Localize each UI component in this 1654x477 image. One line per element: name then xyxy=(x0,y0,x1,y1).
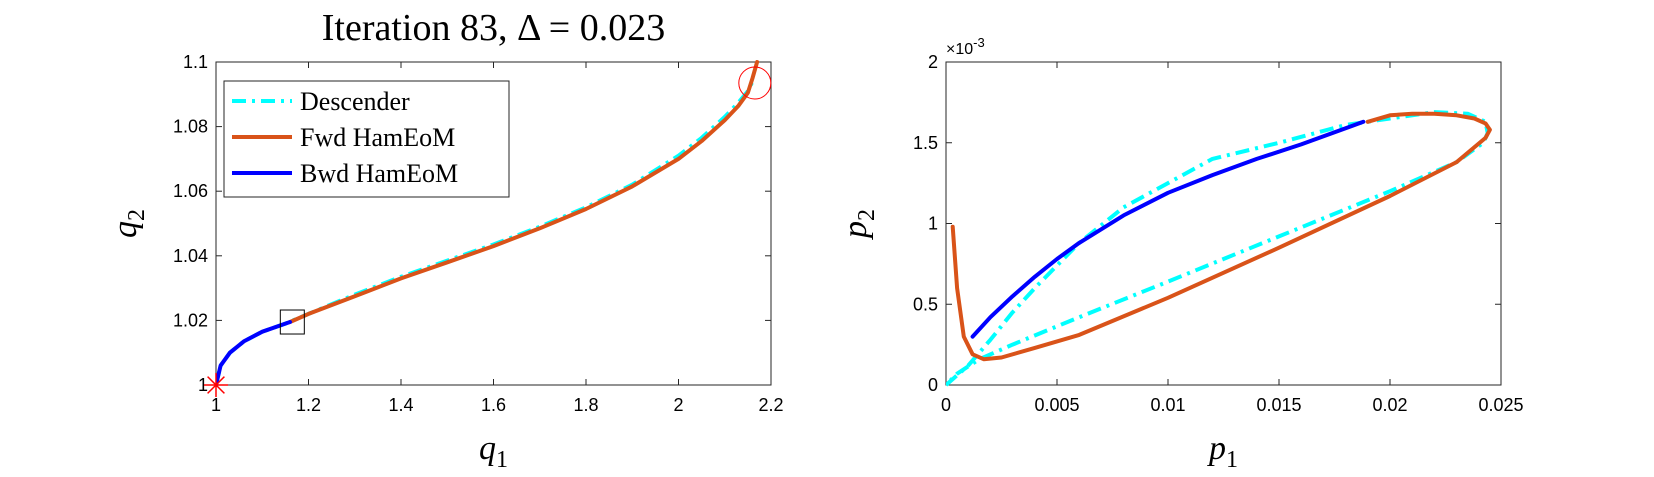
legend-label: Fwd HamEoM xyxy=(300,123,455,152)
marker-circle xyxy=(738,66,772,100)
y-tick-label: 1.5 xyxy=(913,133,938,153)
chart-title: Iteration 83, Δ = 0.023 xyxy=(322,7,665,49)
x-axis-label-sub: 1 xyxy=(496,447,508,472)
y-axis-label-sub: 2 xyxy=(854,209,880,221)
x-tick-label: 1.4 xyxy=(388,395,413,415)
legend-label: Bwd HamEoM xyxy=(300,159,458,188)
exponent-label: ×10-3 xyxy=(946,35,985,58)
x-axis-label: p1 xyxy=(1207,430,1238,472)
x-tick-label: 0.02 xyxy=(1372,395,1407,415)
marker-star xyxy=(204,373,228,397)
plot-area xyxy=(945,61,1502,386)
series-line-bwd-hameom xyxy=(216,320,292,387)
y-tick-label: 1.04 xyxy=(173,246,208,266)
y-tick-label: 1.1 xyxy=(183,52,208,72)
y-axis-label: p2 xyxy=(837,209,880,240)
x-tick-label: 0.005 xyxy=(1034,395,1079,415)
series-line-fwd-hameom xyxy=(288,60,760,324)
marker-square xyxy=(279,309,305,335)
x-tick-label: 1.6 xyxy=(481,395,506,415)
x-tick-label: 2.2 xyxy=(758,395,783,415)
x-tick-label: 0 xyxy=(941,395,951,415)
x-tick-label: 1 xyxy=(211,395,221,415)
x-tick-label: 1.8 xyxy=(573,395,598,415)
chart-2: 0 0.005 0.01 0.015 0.02 0.025 0 0.5 1 1.5 2 p1 p2 ×10… xyxy=(837,35,1524,473)
legend-label: Descender xyxy=(300,87,410,116)
series-line-fwd-hameom xyxy=(950,111,1492,362)
y-tick-label: 1 xyxy=(928,214,938,234)
exponent-power: -3 xyxy=(973,35,985,50)
y-tick-label: 0 xyxy=(928,375,938,395)
chart-1: 1 1.2 1.4 1.6 1.8 2 2.2 1 1.02 1.04 1.06 1.08 1.1 Ite… xyxy=(107,7,784,473)
marker-star-d2 xyxy=(207,376,225,394)
series-group xyxy=(216,60,760,387)
x-axis-label: q1 xyxy=(479,430,508,472)
y-tick-label: 1.06 xyxy=(173,181,208,201)
y-tick-label: 0.5 xyxy=(913,294,938,314)
series-line-bwd-hameom xyxy=(970,119,1366,339)
series-line-descender xyxy=(946,110,1490,387)
y-tick-label: 1.08 xyxy=(173,117,208,137)
x-tick-label: 2 xyxy=(673,395,683,415)
y-tick-label: 1 xyxy=(198,375,208,395)
legend: Descender Fwd HamEoM Bwd HamEoM xyxy=(223,80,510,198)
y-tick-label: 2 xyxy=(928,52,938,72)
y-axis-label: q2 xyxy=(107,209,150,238)
x-tick-label: 0.01 xyxy=(1150,395,1185,415)
x-tick-label: 0.015 xyxy=(1256,395,1301,415)
x-tick-label: 0.025 xyxy=(1478,395,1523,415)
y-axis-label-sub: 2 xyxy=(124,209,150,221)
y-tick-label: 1.02 xyxy=(173,310,208,330)
series-group xyxy=(946,110,1492,387)
x-tick-label: 1.2 xyxy=(296,395,321,415)
x-axis-label-sub: 1 xyxy=(1226,447,1238,472)
